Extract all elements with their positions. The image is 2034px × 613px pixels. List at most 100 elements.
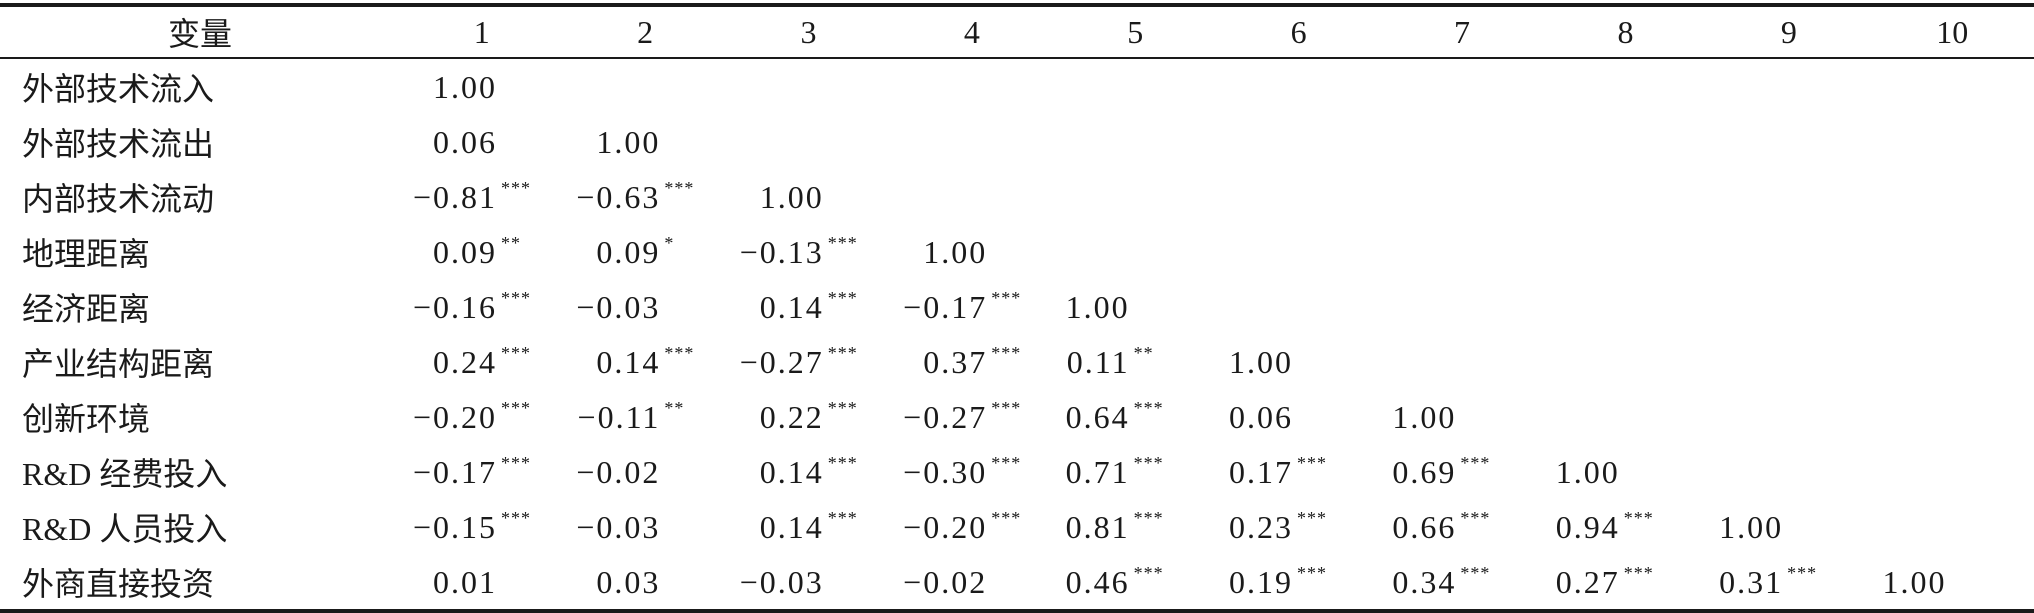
correlation-cell: [1217, 169, 1380, 224]
variable-name: 经济距离: [22, 290, 151, 327]
significance-stars: ***: [501, 287, 532, 308]
correlation-cell: 0.69 ***: [1380, 444, 1543, 499]
correlation-cell: [1544, 169, 1707, 224]
correlation-cell: [1217, 224, 1380, 279]
significance-stars: ***: [991, 397, 1022, 418]
correlation-cell: 0.09 **: [400, 224, 563, 279]
correlation-cell: 0.27 ***: [1544, 554, 1707, 611]
correlation-cell: [727, 58, 890, 114]
correlation-cell: [1871, 444, 2034, 499]
cell-content: −0.03: [575, 288, 664, 326]
significance-stars: ***: [1133, 507, 1164, 528]
correlation-cell: 1.00: [890, 224, 1053, 279]
cell-content: 0.14 ***: [739, 508, 858, 546]
cell-content: −0.02: [902, 563, 991, 601]
header-col-10: 10: [1936, 13, 1969, 50]
correlation-cell: 0.06: [1217, 389, 1380, 444]
cell-content: −0.27 ***: [739, 343, 858, 381]
correlation-cell: [563, 58, 726, 114]
correlation-value: 0.11: [1066, 343, 1130, 380]
correlation-cell: [1871, 58, 2034, 114]
correlation-value: 0.09: [433, 233, 498, 270]
header-col-7: 7: [1454, 13, 1471, 50]
correlation-cell: 0.71 ***: [1054, 444, 1217, 499]
correlation-cell: [1054, 114, 1217, 169]
correlation-cell: [1544, 389, 1707, 444]
correlation-cell: 0.94 ***: [1544, 499, 1707, 554]
correlation-cell: 0.23 ***: [1217, 499, 1380, 554]
correlation-cell: 0.34 ***: [1380, 554, 1543, 611]
correlation-value: 1.00: [1065, 288, 1130, 325]
header-col-8: 8: [1617, 13, 1634, 50]
cell-content: 0.81 ***: [1066, 508, 1164, 546]
correlation-value: −0.63: [576, 178, 661, 215]
correlation-cell: 0.81 ***: [1054, 499, 1217, 554]
correlation-cell: −0.63 ***: [563, 169, 726, 224]
cell-content: −0.11 **: [575, 398, 684, 436]
correlation-value: 0.81: [1065, 508, 1130, 545]
correlation-cell: 0.03: [563, 554, 726, 611]
variable-name: R&D 人员投入: [22, 510, 228, 547]
correlation-cell: [890, 169, 1053, 224]
correlation-cell: −0.15 ***: [400, 499, 563, 554]
significance-stars: ***: [827, 287, 858, 308]
cell-content: −0.17 ***: [902, 288, 1021, 326]
cell-content: 0.03: [575, 563, 664, 601]
cell-content: 1.00: [902, 233, 991, 271]
cell-content: −0.13 ***: [739, 233, 858, 271]
correlation-value: 0.14: [759, 508, 824, 545]
correlation-cell: −0.20 ***: [400, 389, 563, 444]
correlation-cell: 0.11 **: [1054, 334, 1217, 389]
correlation-cell: [1707, 389, 1870, 444]
cell-content: 0.66 ***: [1392, 508, 1490, 546]
correlation-cell: [1707, 279, 1870, 334]
header-col-9: 9: [1780, 13, 1797, 50]
correlation-cell: 0.06: [400, 114, 563, 169]
significance-stars: ***: [664, 342, 695, 363]
correlation-value: 0.23: [1228, 508, 1293, 545]
correlation-cell: [1544, 114, 1707, 169]
cell-content: 1.00: [1229, 343, 1297, 381]
correlation-value: 0.69: [1392, 453, 1457, 490]
correlation-cell: [1217, 58, 1380, 114]
correlation-cell: −0.03: [727, 554, 890, 611]
correlation-cell: [1380, 334, 1543, 389]
correlation-cell: [1707, 444, 1870, 499]
significance-stars: ***: [501, 397, 532, 418]
correlation-value: 0.24: [433, 343, 498, 380]
correlation-cell: −0.02: [563, 444, 726, 499]
cell-content: 0.14 ***: [739, 288, 858, 326]
correlation-cell: −0.20 ***: [890, 499, 1053, 554]
correlation-cell: [890, 58, 1053, 114]
correlation-cell: −0.30 ***: [890, 444, 1053, 499]
cell-content: 0.01: [412, 563, 501, 601]
table-row: 地理距离 0.09 ** 0.09 * −0.13 *** 1.00: [0, 224, 2034, 279]
cell-content: 0.11 **: [1066, 343, 1154, 381]
correlation-cell: −0.17 ***: [890, 279, 1053, 334]
significance-stars: ***: [664, 177, 695, 198]
correlation-value: −0.11: [577, 398, 661, 435]
cell-content: −0.63 ***: [575, 178, 694, 216]
cell-content: −0.15 ***: [412, 508, 531, 546]
correlation-value: 1.00: [759, 178, 824, 215]
correlation-cell: 1.00: [1707, 499, 1870, 554]
correlation-cell: 0.14 ***: [727, 279, 890, 334]
correlation-value: 0.09: [596, 233, 661, 270]
correlation-cell: [1217, 114, 1380, 169]
correlation-cell: [1217, 279, 1380, 334]
correlation-cell: [1544, 334, 1707, 389]
significance-stars: ***: [501, 342, 532, 363]
correlation-value: 0.37: [923, 343, 988, 380]
significance-stars: ***: [991, 342, 1022, 363]
correlation-cell: 0.14 ***: [727, 444, 890, 499]
correlation-cell: [1544, 224, 1707, 279]
correlation-value: 0.14: [596, 343, 661, 380]
correlation-cell: −0.16 ***: [400, 279, 563, 334]
significance-stars: *: [664, 232, 675, 253]
correlation-cell: 1.00: [1871, 554, 2034, 611]
correlation-cell: 1.00: [400, 58, 563, 114]
table-row: 创新环境 −0.20 *** −0.11 ** 0.22 *** −0.27 *** 0.64 **…: [0, 389, 2034, 444]
correlation-value: 0.03: [596, 563, 661, 600]
significance-stars: ***: [1460, 452, 1491, 473]
correlation-cell: 0.66 ***: [1380, 499, 1543, 554]
